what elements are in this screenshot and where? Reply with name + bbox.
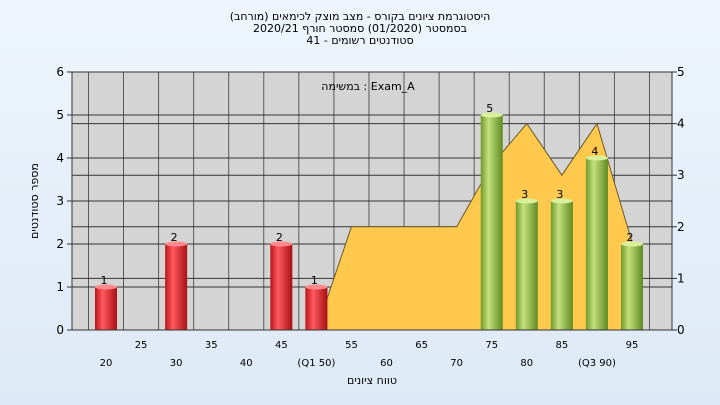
bar-cap bbox=[585, 155, 608, 161]
bar-cap bbox=[621, 241, 643, 247]
bar-value-label: 5 bbox=[486, 102, 493, 115]
x-tick-label: 45 bbox=[275, 340, 288, 351]
x-tick-label: 75 bbox=[485, 340, 498, 351]
bar-value-label: 2 bbox=[276, 231, 283, 244]
y-tick-label: 3 bbox=[56, 194, 64, 208]
bar bbox=[621, 244, 643, 330]
bar bbox=[305, 287, 328, 330]
chart-annotation: במשימה : Exam_A bbox=[321, 80, 415, 93]
bar bbox=[550, 201, 573, 330]
chart-title: (היסטוגרמת ציונים בקורס - מצב מוצק לכימא… bbox=[229, 10, 491, 23]
bar-value-label: 3 bbox=[556, 188, 563, 201]
bar-value-label: 1 bbox=[311, 274, 318, 287]
bar-cap bbox=[550, 198, 573, 204]
x-tick-label: 95 bbox=[626, 340, 639, 351]
bar-cap bbox=[305, 284, 328, 290]
y2-tick-label: 3 bbox=[677, 168, 685, 182]
x-tick-label: 85 bbox=[555, 340, 568, 351]
x-tick-label: 80 bbox=[520, 358, 533, 369]
y-tick-label: 4 bbox=[56, 151, 64, 165]
x-tick-label: (Q3 90) bbox=[578, 358, 616, 369]
bar bbox=[270, 244, 293, 330]
y2-tick-label: 1 bbox=[677, 271, 685, 285]
bar-value-label: 3 bbox=[521, 188, 528, 201]
y2-tick-label: 5 bbox=[677, 65, 685, 79]
chart-subtitle: בסמסטר (01/2020) סמסטר חורף 2020/21 bbox=[253, 22, 467, 35]
y-tick-label: 0 bbox=[56, 323, 64, 337]
y2-tick-label: 0 bbox=[677, 323, 685, 337]
y-axis-label: מספר סטודנטים bbox=[28, 163, 41, 239]
students-count: סטודנטים רשומים - 41 bbox=[306, 34, 414, 47]
bar-value-label: 2 bbox=[171, 231, 178, 244]
x-axis-label: טווח ציונים bbox=[347, 374, 397, 387]
y-tick-label: 5 bbox=[56, 108, 64, 122]
x-tick-label: 60 bbox=[380, 358, 393, 369]
x-tick-label: 30 bbox=[170, 358, 183, 369]
bar-cap bbox=[270, 241, 293, 247]
x-tick-label: (Q1 50) bbox=[297, 358, 335, 369]
y2-tick-label: 2 bbox=[677, 220, 685, 234]
x-tick-label: 70 bbox=[450, 358, 463, 369]
bar-value-label: 4 bbox=[591, 145, 598, 158]
bar-cap bbox=[95, 284, 117, 290]
bar bbox=[95, 287, 117, 330]
bar bbox=[515, 201, 538, 330]
bars-group: 1 2 2 1 5 3 3 4 2 bbox=[95, 102, 643, 330]
x-tick-label: 25 bbox=[135, 340, 148, 351]
bar-value-label: 2 bbox=[627, 231, 634, 244]
bar bbox=[480, 115, 503, 330]
bar-cap bbox=[165, 241, 188, 247]
y-tick-label: 6 bbox=[56, 65, 64, 79]
bar bbox=[585, 158, 608, 330]
y2-tick-label: 4 bbox=[677, 117, 685, 131]
x-tick-label: 65 bbox=[415, 340, 428, 351]
x-tick-label: 40 bbox=[240, 358, 253, 369]
y-tick-label: 1 bbox=[56, 280, 64, 294]
cumulative-area-line bbox=[315, 122, 633, 331]
bar-cap bbox=[480, 112, 503, 118]
x-tick-label: 55 bbox=[345, 340, 358, 351]
x-tick-label: 35 bbox=[205, 340, 218, 351]
y-tick-label: 2 bbox=[56, 237, 64, 251]
bar-cap bbox=[515, 198, 538, 204]
bar bbox=[165, 244, 188, 330]
x-tick-label: 20 bbox=[100, 358, 113, 369]
bar-value-label: 1 bbox=[101, 274, 108, 287]
